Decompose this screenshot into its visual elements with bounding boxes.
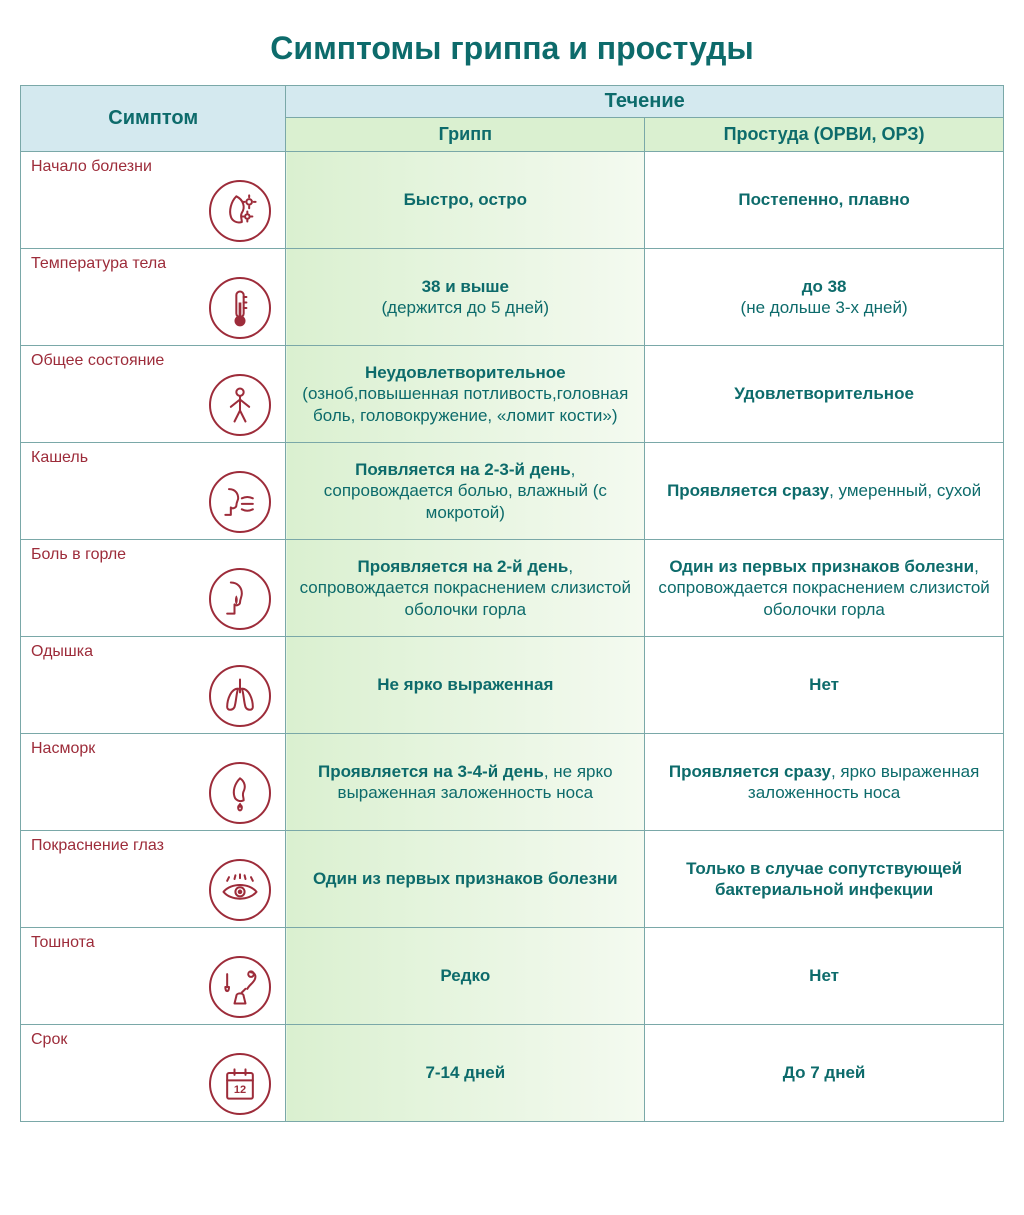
- table-row: Одышка Не ярко выраженная Нет: [21, 637, 1004, 734]
- thermometer-icon: [209, 277, 271, 339]
- flu-bold: Не ярко выраженная: [377, 675, 553, 694]
- cold-cell: Только в случае сопутствующей бактериаль…: [645, 831, 1004, 928]
- flu-bold: 7-14 дней: [425, 1063, 505, 1082]
- cold-cell: Проявляется сразу, ярко выраженная залож…: [645, 734, 1004, 831]
- flu-cell: Неудовлетворительное (озноб,повышенная по…: [286, 346, 645, 443]
- nausea-icon: [209, 956, 271, 1018]
- flu-cell: Один из первых признаков болезни: [286, 831, 645, 928]
- flu-cell: Быстро, остро: [286, 152, 645, 249]
- lungs-icon: [209, 665, 271, 727]
- flu-cell: Проявляется на 2-й день, сопровождается …: [286, 540, 645, 637]
- symptom-cell: Начало болезни: [21, 152, 286, 249]
- flu-cell: 7-14 дней: [286, 1025, 645, 1122]
- header-symptom: Симптом: [21, 86, 286, 152]
- cold-bold: До 7 дней: [783, 1063, 866, 1082]
- cold-cell: до 38 (не дольше 3-х дней): [645, 249, 1004, 346]
- symptom-cell: Кашель: [21, 443, 286, 540]
- table-row: Начало болезни Быстро, остро Постепенно, …: [21, 152, 1004, 249]
- symptom-cell: Покраснение глаз: [21, 831, 286, 928]
- symptoms-table: Симптом Течение Грипп Простуда (ОРВИ, ОР…: [20, 85, 1004, 1122]
- cold-normal: , умеренный, сухой: [829, 481, 981, 500]
- cold-cell: До 7 дней: [645, 1025, 1004, 1122]
- cold-bold: Нет: [809, 966, 839, 985]
- page-title: Симптомы гриппа и простуды: [20, 30, 1004, 67]
- symptom-label: Общее состояние: [31, 352, 279, 370]
- symptom-label: Температура тела: [31, 255, 279, 273]
- cold-normal: (не дольше 3-х дней): [741, 298, 908, 317]
- symptom-cell: Тошнота: [21, 928, 286, 1025]
- symptom-label: Покраснение глаз: [31, 837, 279, 855]
- cold-cell: Один из первых признаков болезни, сопров…: [645, 540, 1004, 637]
- body-icon: [209, 374, 271, 436]
- cold-bold: Постепенно, плавно: [738, 190, 909, 209]
- cold-bold: Только в случае сопутствующей бактериаль…: [686, 859, 962, 899]
- flu-cell: Редко: [286, 928, 645, 1025]
- symptom-cell: Одышка: [21, 637, 286, 734]
- symptom-label: Тошнота: [31, 934, 279, 952]
- runny-nose-icon: [209, 762, 271, 824]
- cough-icon: [209, 471, 271, 533]
- symptom-label: Одышка: [31, 643, 279, 661]
- header-flu: Грипп: [286, 118, 645, 152]
- table-row: Покраснение глаз Один из первых признако…: [21, 831, 1004, 928]
- cold-cell: Нет: [645, 637, 1004, 734]
- table-row: Насморк Проявляется на 3-4-й день, не яр…: [21, 734, 1004, 831]
- table-row: Боль в горле Проявляется на 2-й день, со…: [21, 540, 1004, 637]
- flu-normal: (держится до 5 дней): [382, 298, 550, 317]
- throat-icon: [209, 568, 271, 630]
- cold-bold: Один из первых признаков болезни: [669, 557, 974, 576]
- table-row: Тошнота Редко Нет: [21, 928, 1004, 1025]
- flu-bold: Появляется на 2-3-й день: [355, 460, 571, 479]
- table-row: Кашель Появляется на 2-3-й день, сопрово…: [21, 443, 1004, 540]
- svg-text:12: 12: [234, 1084, 246, 1096]
- flu-bold: Редко: [440, 966, 490, 985]
- flu-bold: Быстро, остро: [404, 190, 527, 209]
- symptom-label: Срок: [31, 1031, 279, 1049]
- flu-bold: Проявляется на 2-й день: [358, 557, 569, 576]
- table-row: Срок 12 7-14 дней До 7 дней: [21, 1025, 1004, 1122]
- cold-bold: Проявляется сразу: [669, 762, 831, 781]
- flu-bold: Проявляется на 3-4-й день: [318, 762, 544, 781]
- calendar-icon: 12: [209, 1053, 271, 1115]
- symptom-cell: Температура тела: [21, 249, 286, 346]
- cold-bold: Удовлетворительное: [734, 384, 914, 403]
- cold-cell: Удовлетворительное: [645, 346, 1004, 443]
- header-course: Течение: [286, 86, 1004, 118]
- symptom-label: Кашель: [31, 449, 279, 467]
- symptom-cell: Насморк: [21, 734, 286, 831]
- symptom-cell: Общее состояние: [21, 346, 286, 443]
- cold-cell: Проявляется сразу, умеренный, сухой: [645, 443, 1004, 540]
- symptom-cell: Боль в горле: [21, 540, 286, 637]
- table-row: Температура тела 38 и выше (держится до 5…: [21, 249, 1004, 346]
- header-cold: Простуда (ОРВИ, ОРЗ): [645, 118, 1004, 152]
- flu-cell: Появляется на 2-3-й день, сопровождается…: [286, 443, 645, 540]
- cold-bold: Нет: [809, 675, 839, 694]
- symptom-label: Боль в горле: [31, 546, 279, 564]
- flu-cell: 38 и выше (держится до 5 дней): [286, 249, 645, 346]
- table-row: Общее состояние Неудовлетворительное (озн…: [21, 346, 1004, 443]
- symptom-label: Начало болезни: [31, 158, 279, 176]
- flu-bold: Неудовлетворительное: [365, 363, 566, 382]
- flu-cell: Не ярко выраженная: [286, 637, 645, 734]
- flu-normal: (озноб,повышенная потливость,головная бо…: [302, 384, 628, 424]
- eye-icon: [209, 859, 271, 921]
- cold-cell: Постепенно, плавно: [645, 152, 1004, 249]
- symptom-label: Насморк: [31, 740, 279, 758]
- cold-cell: Нет: [645, 928, 1004, 1025]
- flu-bold: 38 и выше: [422, 277, 509, 296]
- nose-virus-icon: [209, 180, 271, 242]
- cold-bold: Проявляется сразу: [667, 481, 829, 500]
- cold-bold: до 38: [802, 277, 847, 296]
- flu-cell: Проявляется на 3-4-й день, не ярко выраж…: [286, 734, 645, 831]
- symptom-cell: Срок 12: [21, 1025, 286, 1122]
- flu-bold: Один из первых признаков болезни: [313, 869, 618, 888]
